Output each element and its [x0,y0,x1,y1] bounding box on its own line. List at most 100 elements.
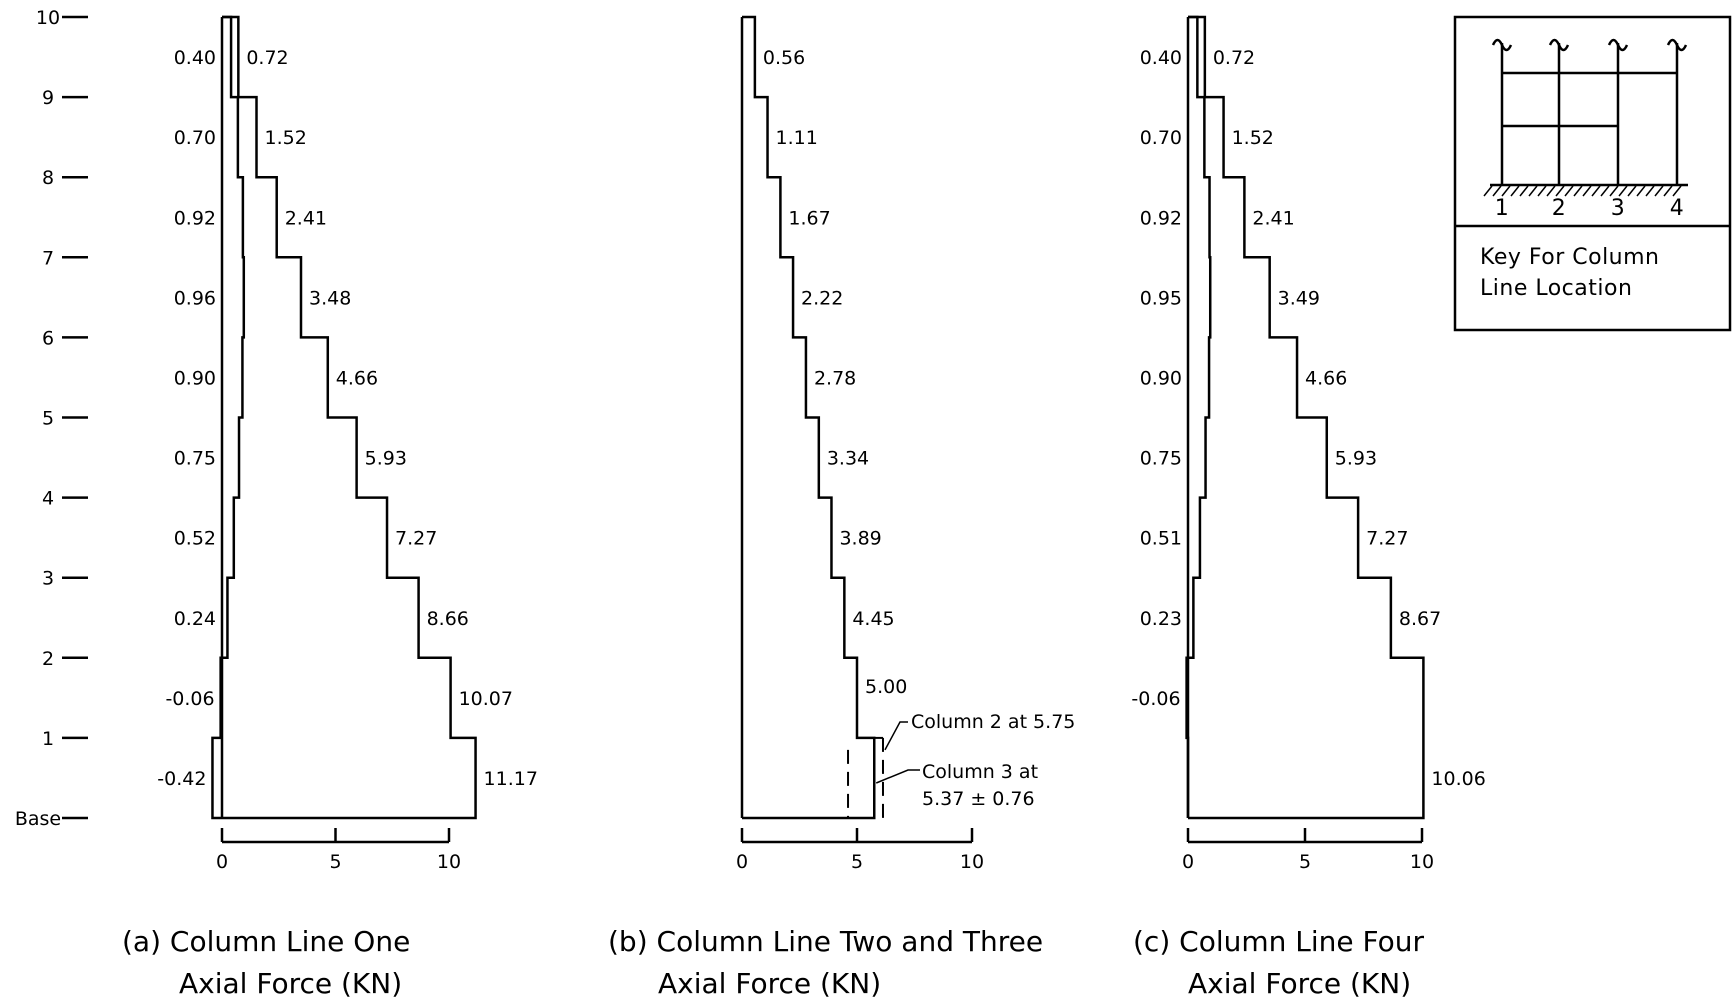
value-label: 0.75 [1140,448,1182,470]
floor-label: 9 [42,87,54,109]
floor-label: 3 [42,568,54,590]
value-label: 5.93 [1335,448,1377,470]
floor-label: Base [15,808,61,830]
column-line-key: 1 2 3 4 Key For Column Line Location [1453,15,1732,332]
hatch-mark [1582,185,1592,197]
column3-annotation-line-2: 5.37 ± 0.76 [922,788,1035,810]
value-label: 0.51 [1140,528,1182,550]
value-label: 3.48 [309,287,351,309]
floor-label: 8 [42,167,54,189]
value-label: 2.41 [285,207,327,229]
value-label: 2.41 [1252,207,1294,229]
panel-2: 5.00 4.45 3.89 3.34 2.78 2.22 1.67 1.11 0.56 Colu… [608,15,1075,1000]
hatch-mark [1528,185,1538,197]
value-label: 0.90 [174,367,216,389]
series-1-step-profile [742,15,876,820]
value-label: 10.06 [1431,768,1485,790]
value-label: 0.95 [1140,287,1182,309]
break-symbol [1548,38,1570,52]
value-label: 3.49 [1278,287,1320,309]
value-label: 0.96 [174,287,216,309]
series-1-step-profile [1185,15,1212,818]
series-2-step-profile [1188,15,1425,820]
value-label: 2.78 [814,367,856,389]
hatch-mark [1483,185,1493,197]
value-label: 0.72 [246,47,288,69]
value-label: 3.89 [839,528,881,550]
hatch-mark [1492,185,1502,197]
value-label: 5.93 [365,448,407,470]
value-label: 0.92 [1140,207,1182,229]
value-label: 0.40 [174,47,216,69]
value-label: 8.66 [427,608,469,630]
value-label: 4.66 [336,367,378,389]
value-label: 4.45 [852,608,894,630]
x-tick-label: 10 [437,851,461,873]
x-tick-label: 5 [1299,851,1311,873]
value-label: 5.00 [865,676,907,698]
series-1-step-profile [211,15,246,820]
value-label: 1.52 [1232,127,1274,149]
panel-caption-line-2: Axial Force (KN) [179,967,402,1000]
panel-caption-line-1: (b) Column Line Two and Three [608,925,1043,958]
value-label: 1.67 [788,207,830,229]
value-label: 0.40 [1140,47,1182,69]
value-label: 8.67 [1399,608,1441,630]
value-label: 2.22 [801,287,843,309]
panel-caption-line-2: Axial Force (KN) [658,967,881,1000]
value-label: 7.27 [395,528,437,550]
value-label: 0.72 [1213,47,1255,69]
floor-level-axis: Base 1 2 3 4 5 6 7 8 9 10 [15,7,88,830]
panel-caption-line-1: (c) Column Line Four [1133,925,1425,958]
value-label: 0.90 [1140,367,1182,389]
value-label: 7.27 [1366,528,1408,550]
hatch-mark [1546,185,1556,197]
value-label: -0.42 [157,768,206,790]
floor-label: 5 [42,408,54,430]
key-box [1453,15,1732,332]
hatch-mark [1537,185,1547,197]
break-symbol [1607,38,1629,52]
value-label: 0.56 [763,47,805,69]
key-column-number: 1 [1495,196,1510,221]
floor-label: 1 [42,728,54,750]
column3-leader [875,769,920,784]
key-column-numbers: 1 2 3 4 [1495,196,1685,221]
panel-caption-line-2: Axial Force (KN) [1188,967,1411,1000]
key-caption-line-2: Line Location [1480,276,1632,301]
value-label: 0.23 [1140,608,1182,630]
floor-label: 6 [42,327,54,349]
hatch-mark [1618,185,1628,197]
floor-label: 7 [42,247,54,269]
value-label: 0.24 [174,608,216,630]
column2-leader [884,721,908,751]
value-label: 0.70 [174,127,216,149]
hatch-mark [1555,185,1565,197]
key-frame-drawing [1490,43,1688,187]
key-column-number: 2 [1552,196,1567,221]
hatch-mark [1645,185,1655,197]
hatch-mark [1573,185,1583,197]
x-tick-label: 5 [329,851,341,873]
hatch-mark [1519,185,1529,197]
x-tick-label: 0 [1182,851,1194,873]
floor-label: 4 [42,488,54,510]
column2-annotation: Column 2 at 5.75 [911,711,1075,733]
value-label: 0.92 [174,207,216,229]
chart-panels: -0.42 -0.06 0.24 0.52 0.75 0.90 0.96 0.92 0.70 0.… [122,15,1486,1000]
value-label: 0.70 [1140,127,1182,149]
x-tick-label: 0 [736,851,748,873]
value-label: 1.11 [776,127,818,149]
hatch-mark [1501,185,1511,197]
value-label: 0.52 [174,528,216,550]
value-label: 10.07 [459,688,513,710]
key-ground-hatch [1483,185,1682,197]
hatch-mark [1510,185,1520,197]
key-column-number: 4 [1670,196,1685,221]
hatch-mark [1600,185,1610,197]
x-tick-label: 5 [851,851,863,873]
value-label: 11.17 [484,768,538,790]
value-label: 0.75 [174,448,216,470]
hatch-mark [1672,185,1682,197]
